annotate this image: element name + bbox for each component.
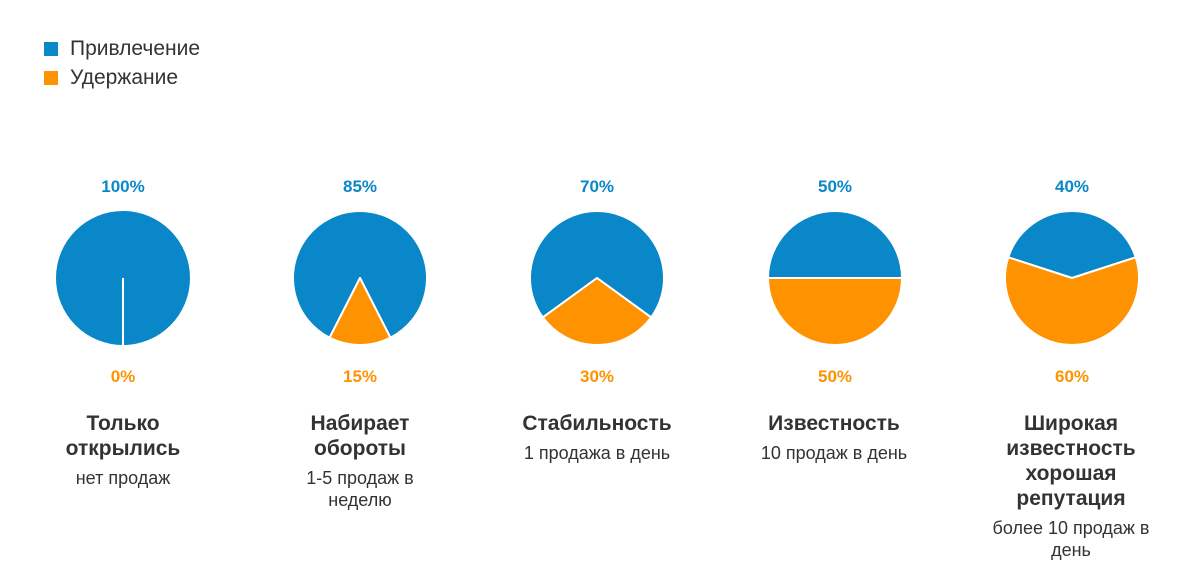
stage-1-title: Только открылись xyxy=(65,412,181,460)
pie-3-acquisition-slice xyxy=(529,210,665,319)
stage-1: Только открылись нет продаж xyxy=(23,411,223,489)
legend-label-acquisition: Привлечение xyxy=(70,36,201,60)
pie-5-retention-label: 60% xyxy=(1055,367,1089,386)
pie-4-acquisition-label: 50% xyxy=(818,177,852,196)
pie-5-acquisition-label: 40% xyxy=(1055,177,1089,196)
legend-swatch-acquisition xyxy=(44,41,58,56)
pie-1-acquisition-label: 100% xyxy=(101,177,144,196)
stage-4-title: Известность xyxy=(768,412,900,435)
legend: Привлечение Удержание xyxy=(44,34,200,92)
pie-5-retention-slice xyxy=(1004,256,1140,347)
pie-1-retention-label: 0% xyxy=(111,367,136,386)
pie-2-acquisition-slice xyxy=(292,210,428,339)
pie-4-retention-label: 50% xyxy=(818,367,852,386)
stage-2: Набирает обороты 1-5 продаж в неделю xyxy=(260,411,460,511)
pie-3-retention-label: 30% xyxy=(580,367,614,386)
stage-5-desc: более 10 продаж в день xyxy=(992,518,1150,560)
pie-3-retention-slice xyxy=(541,277,653,346)
stage-2-desc: 1-5 продаж в неделю xyxy=(306,468,414,510)
pie-4-acquisition-slice xyxy=(767,210,903,279)
pie-4-retention-slice xyxy=(767,277,903,346)
pie-5-acquisition-slice xyxy=(1007,210,1137,279)
legend-item-retention: Удержание xyxy=(44,63,200,92)
pie-charts: 100% 0% 85% 15% 70% 30% 50% 50% 40% 60% xyxy=(56,177,1140,386)
legend-swatch-retention xyxy=(44,70,58,85)
pie-2-retention-label: 15% xyxy=(343,367,377,386)
legend-label-retention: Удержание xyxy=(70,65,179,89)
stage-3-desc: 1 продажа в день xyxy=(523,443,671,463)
stage-4: Известность 10 продаж в день xyxy=(734,411,934,464)
stage-5: Широкая известность хорошая репутация бо… xyxy=(971,411,1171,561)
pie-2-acquisition-label: 85% xyxy=(343,177,377,196)
stage-1-desc: нет продаж xyxy=(75,468,171,488)
stage-3-title: Стабильность xyxy=(522,412,672,435)
pie-3-acquisition-label: 70% xyxy=(580,177,614,196)
legend-item-acquisition: Привлечение xyxy=(44,34,200,63)
pie-2-retention-slice xyxy=(328,277,392,346)
stage-3: Стабильность 1 продажа в день xyxy=(497,411,697,464)
stage-5-title: Широкая известность хорошая репутация xyxy=(1006,412,1136,510)
stage-4-desc: 10 продаж в день xyxy=(760,443,908,463)
stage-2-title: Набирает обороты xyxy=(310,412,410,460)
